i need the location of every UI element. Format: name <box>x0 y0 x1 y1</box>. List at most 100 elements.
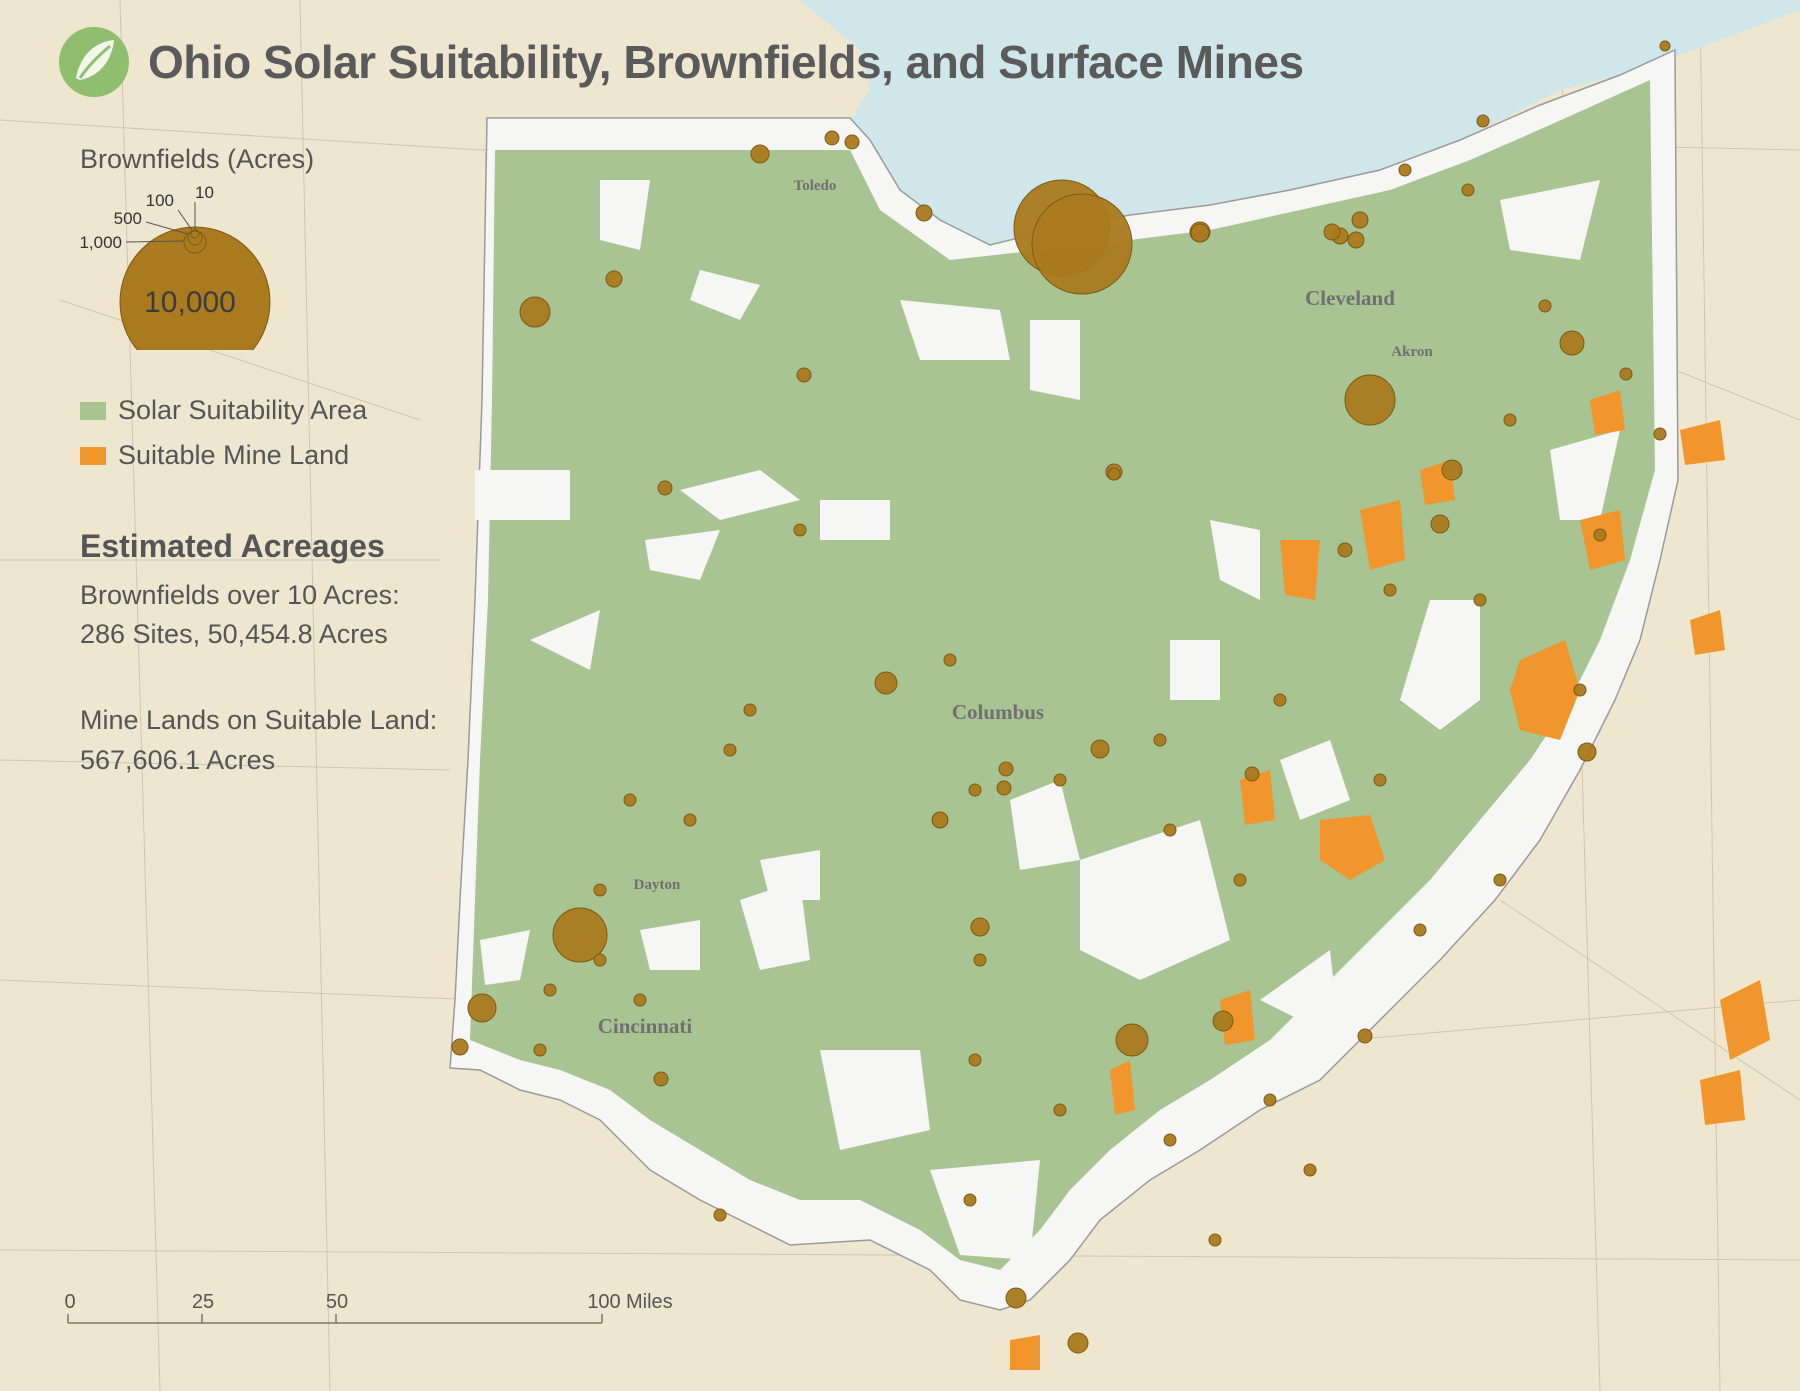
solar-swatch <box>80 401 106 420</box>
brownfield-site[interactable] <box>1263 1093 1277 1107</box>
brownfield-site[interactable] <box>633 993 647 1007</box>
brownfield-site[interactable] <box>1212 1010 1234 1032</box>
suitable-mine-land <box>1010 390 1770 1370</box>
brownfield-site[interactable] <box>1473 593 1487 607</box>
brownfield-site[interactable] <box>1005 1287 1027 1309</box>
brownfield-site[interactable] <box>1163 1133 1177 1147</box>
brownfield-site[interactable] <box>1461 183 1475 197</box>
brownfield-site[interactable] <box>1067 1332 1089 1354</box>
brownfield-site[interactable] <box>1593 528 1607 542</box>
brownfield-site[interactable] <box>1413 923 1427 937</box>
brownfield-site[interactable] <box>1208 1233 1222 1247</box>
brownfield-site[interactable] <box>1383 583 1397 597</box>
legend-size-100: 100 <box>146 191 174 210</box>
brownfield-site[interactable] <box>973 953 987 967</box>
brownfield-site[interactable] <box>968 1053 982 1067</box>
scale-label-100: 100 <box>587 1291 620 1313</box>
brownfield-size-legend: 10 100 500 1,000 10,000 <box>79 183 271 350</box>
brownfield-site[interactable] <box>1430 514 1450 534</box>
brownfield-site[interactable] <box>533 1043 547 1057</box>
brownfield-site[interactable] <box>968 783 982 797</box>
brownfield-site[interactable] <box>1493 873 1507 887</box>
brownfield-site[interactable] <box>1619 367 1633 381</box>
brownfield-site[interactable] <box>1244 766 1260 782</box>
brownfield-site[interactable] <box>1398 163 1412 177</box>
brownfield-site[interactable] <box>1163 823 1177 837</box>
brownfield-site[interactable] <box>970 917 990 937</box>
legend-size-1000: 1,000 <box>79 233 122 252</box>
brownfield-site[interactable] <box>1441 459 1463 481</box>
brownfield-site[interactable] <box>824 130 840 146</box>
brownfield-site[interactable] <box>1233 873 1247 887</box>
brownfield-site[interactable] <box>943 653 957 667</box>
brownfield-site[interactable] <box>1273 693 1287 707</box>
scale-unit: Miles <box>626 1291 673 1313</box>
brownfield-site[interactable] <box>683 813 697 827</box>
brownfield-site[interactable] <box>1357 1028 1373 1044</box>
brownfield-site[interactable] <box>1190 223 1210 243</box>
brownfield-site[interactable] <box>451 1038 469 1056</box>
scale-label-0: 0 <box>64 1291 75 1313</box>
brownfield-site[interactable] <box>1115 1023 1149 1057</box>
city-label-cincinnati: Cincinnati <box>598 1014 693 1038</box>
brownfield-site[interactable] <box>844 134 860 150</box>
legend-item-solar: Solar Suitability Area <box>80 395 367 426</box>
brownfield-site[interactable] <box>1347 231 1365 249</box>
brownfield-site[interactable] <box>1503 413 1517 427</box>
brownfield-site[interactable] <box>623 793 637 807</box>
brownfield-site[interactable] <box>796 367 812 383</box>
brownfield-site[interactable] <box>1053 773 1067 787</box>
brownfield-site[interactable] <box>1476 114 1490 128</box>
brownfield-site[interactable] <box>1337 542 1353 558</box>
brownfield-site[interactable] <box>931 811 949 829</box>
leader-line-500 <box>145 221 189 235</box>
brownfield-site[interactable] <box>1653 427 1667 441</box>
brownfield-site[interactable] <box>996 780 1012 796</box>
brownfield-site[interactable] <box>723 743 737 757</box>
brownfield-site[interactable] <box>605 270 623 288</box>
brownfield-site[interactable] <box>1538 299 1552 313</box>
brownfield-site[interactable] <box>713 1208 727 1222</box>
mine-swatch <box>80 446 106 465</box>
brownfield-site[interactable] <box>657 480 673 496</box>
brownfield-site[interactable] <box>793 523 807 537</box>
brownfield-site[interactable] <box>1659 40 1671 52</box>
leader-line-1000 <box>125 240 185 243</box>
brownfield-site[interactable] <box>743 703 757 717</box>
stats-heading: Estimated Acreages <box>80 528 385 564</box>
brownfield-site[interactable] <box>874 671 898 695</box>
scale-bar: 0 25 50 100 Miles <box>64 1291 673 1324</box>
brownfield-site[interactable] <box>653 1071 669 1087</box>
brownfield-site[interactable] <box>543 983 557 997</box>
brownfield-site[interactable] <box>998 761 1014 777</box>
brownfield-site[interactable] <box>467 993 497 1023</box>
brownfield-site[interactable] <box>1031 193 1133 295</box>
brownfield-site[interactable] <box>519 296 551 328</box>
brownfield-site[interactable] <box>1090 739 1110 759</box>
brownfield-site[interactable] <box>593 953 607 967</box>
legend-size-10: 10 <box>195 183 214 202</box>
brownfield-site[interactable] <box>1559 330 1585 356</box>
brownfield-site[interactable] <box>552 907 608 963</box>
brownfield-site[interactable] <box>1107 467 1121 481</box>
brownfield-site[interactable] <box>1303 1163 1317 1177</box>
brownfield-site[interactable] <box>1053 1103 1067 1117</box>
legend-label-solar: Solar Suitability Area <box>118 395 368 425</box>
city-label-cleveland: Cleveland <box>1305 286 1395 310</box>
brownfield-site[interactable] <box>963 1193 977 1207</box>
brownfield-site[interactable] <box>1344 374 1396 426</box>
brownfield-site[interactable] <box>1323 223 1341 241</box>
brownfield-site[interactable] <box>1573 683 1587 697</box>
brownfield-site[interactable] <box>1373 773 1387 787</box>
scale-label-50: 50 <box>326 1291 348 1313</box>
brownfield-site[interactable] <box>1153 733 1167 747</box>
brownfield-site[interactable] <box>750 144 770 164</box>
brownfield-site[interactable] <box>915 204 933 222</box>
brownfield-site[interactable] <box>593 883 607 897</box>
brownfield-site[interactable] <box>1351 211 1369 229</box>
brownfield-site[interactable] <box>1577 742 1597 762</box>
page-title: Ohio Solar Suitability, Brownfields, and… <box>148 36 1304 88</box>
brownfield-legend-heading: Brownfields (Acres) <box>80 144 315 174</box>
